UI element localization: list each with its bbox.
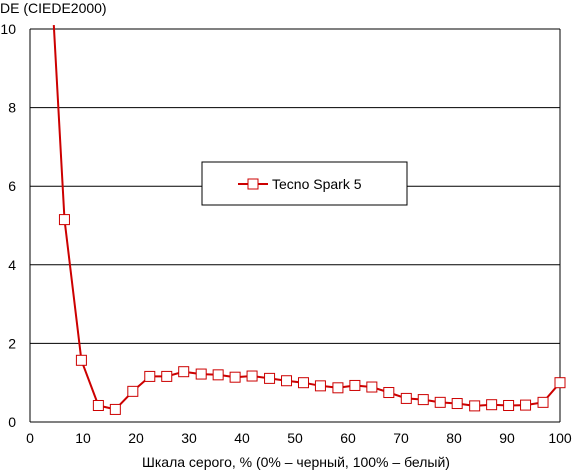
series-line-0 bbox=[52, 25, 561, 411]
y-tick-label-4: 4 bbox=[8, 257, 16, 273]
data-point bbox=[537, 396, 549, 408]
x-tick-label-40: 40 bbox=[234, 430, 250, 446]
x-tick-label-30: 30 bbox=[181, 430, 197, 446]
data-point bbox=[246, 370, 258, 382]
data-point bbox=[75, 354, 87, 366]
data-point bbox=[127, 385, 139, 397]
data-point bbox=[451, 398, 463, 410]
y-tick-label-0: 0 bbox=[8, 414, 16, 430]
y-tick-label-6: 6 bbox=[8, 178, 16, 194]
x-tick-label-80: 80 bbox=[446, 430, 462, 446]
y-tick-labels: 0 2 4 6 8 10 bbox=[0, 21, 16, 430]
data-point bbox=[503, 399, 515, 411]
x-tick-label-70: 70 bbox=[393, 430, 409, 446]
y-axis-title: DE (CIEDE2000) bbox=[0, 0, 107, 16]
data-point bbox=[366, 381, 378, 393]
data-point bbox=[554, 377, 566, 389]
data-point bbox=[178, 366, 190, 378]
data-point bbox=[400, 392, 412, 404]
data-point bbox=[109, 403, 121, 415]
data-point bbox=[520, 399, 532, 411]
x-tick-label-10: 10 bbox=[75, 430, 91, 446]
data-point bbox=[144, 370, 156, 382]
data-point bbox=[58, 214, 70, 226]
data-point bbox=[383, 387, 395, 399]
x-tick-label-60: 60 bbox=[340, 430, 356, 446]
x-tick-label-90: 90 bbox=[499, 430, 515, 446]
data-point bbox=[486, 399, 498, 411]
data-point bbox=[229, 371, 241, 383]
data-point bbox=[417, 394, 429, 406]
data-point bbox=[434, 396, 446, 408]
grid-lines bbox=[30, 28, 560, 423]
data-point bbox=[92, 399, 104, 411]
data-point bbox=[314, 380, 326, 392]
data-point bbox=[212, 369, 224, 381]
data-point bbox=[195, 368, 207, 380]
x-tick-label-50: 50 bbox=[287, 430, 303, 446]
series-lines bbox=[52, 25, 561, 411]
data-point bbox=[297, 377, 309, 389]
data-point bbox=[349, 379, 361, 391]
data-point bbox=[332, 382, 344, 394]
legend-label: Tecno Spark 5 bbox=[272, 176, 362, 192]
x-tick-label-20: 20 bbox=[128, 430, 144, 446]
y-tick-label-2: 2 bbox=[8, 335, 16, 351]
legend: Tecno Spark 5 bbox=[201, 161, 408, 206]
data-point bbox=[161, 370, 173, 382]
data-point bbox=[469, 400, 481, 412]
x-tick-label-100: 100 bbox=[548, 430, 572, 446]
series-markers bbox=[58, 214, 566, 415]
x-tick-labels: 0 10 20 30 40 50 60 70 80 90 100 bbox=[26, 430, 572, 446]
legend-box bbox=[201, 161, 408, 206]
data-point bbox=[281, 375, 293, 387]
x-axis-title: Шкала серого, % (0% – черный, 100% – бел… bbox=[142, 454, 450, 470]
data-point bbox=[264, 372, 276, 384]
legend-marker-sample bbox=[247, 178, 259, 190]
y-tick-label-8: 8 bbox=[8, 100, 16, 116]
y-tick-label-10: 10 bbox=[0, 21, 16, 37]
plot-frame bbox=[29, 29, 561, 423]
x-tick-label-0: 0 bbox=[26, 430, 34, 446]
